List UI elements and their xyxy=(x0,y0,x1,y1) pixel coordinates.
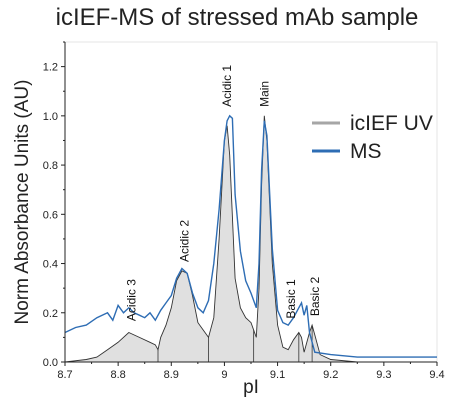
plot-frame xyxy=(64,41,438,363)
legend-label-0: icIEF UV xyxy=(350,112,433,135)
series-lines xyxy=(65,114,437,362)
x-tick-label-1: 8.8 xyxy=(110,369,125,381)
y-tick-label-0: 0.0 xyxy=(43,357,58,369)
x-tick-label-5: 9.2 xyxy=(323,369,338,381)
series-line-ms xyxy=(65,114,437,358)
y-tick-label-4: 0.8 xyxy=(43,160,58,172)
x-tick-label-4: 9.1 xyxy=(270,369,285,381)
peak-label-1: Acidic 2 xyxy=(178,220,192,262)
peak-label-2: Acidic 1 xyxy=(220,65,234,107)
y-axis-title: Norm Absorbance Units (AU) xyxy=(12,80,33,325)
peak-label-4: Basic 1 xyxy=(284,279,298,319)
legend-label-1: MS xyxy=(350,140,382,163)
y-tick-label-1: 0.2 xyxy=(43,308,58,320)
x-axis-title: pI xyxy=(243,377,259,398)
y-tick-label-3: 0.6 xyxy=(43,209,58,221)
peak-label-0: Acidic 3 xyxy=(124,279,138,321)
peak-label-5: Basic 2 xyxy=(308,276,322,316)
chart-title: icIEF-MS of stressed mAb sample xyxy=(55,4,419,31)
y-tick-label-6: 1.2 xyxy=(43,62,58,74)
y-ticks: 0.0 0.2 0.4 0.6 0.8 1.0 1.2 xyxy=(43,41,65,369)
peak-annotations: Acidic 3 Acidic 2 Acidic 1 Main Basic 1 Basic… xyxy=(124,65,321,321)
x-tick-label-7: 9.4 xyxy=(429,369,444,381)
x-tick-label-3: 9 xyxy=(221,369,227,381)
peak-label-3: Main xyxy=(257,81,271,107)
x-tick-label-2: 8.9 xyxy=(164,369,179,381)
series-line-uv xyxy=(65,115,437,362)
x-tick-label-0: 8.7 xyxy=(57,369,72,381)
legend: icIEF UV MS xyxy=(312,112,433,163)
x-ticks: 8.7 8.8 8.9 9 9.1 9.2 9.3 9.4 xyxy=(57,362,445,381)
y-tick-label-2: 0.4 xyxy=(43,259,58,271)
axes xyxy=(64,42,437,363)
y-tick-label-5: 1.0 xyxy=(43,111,58,123)
peak-dividers xyxy=(157,325,313,362)
x-tick-label-6: 9.3 xyxy=(376,369,391,381)
